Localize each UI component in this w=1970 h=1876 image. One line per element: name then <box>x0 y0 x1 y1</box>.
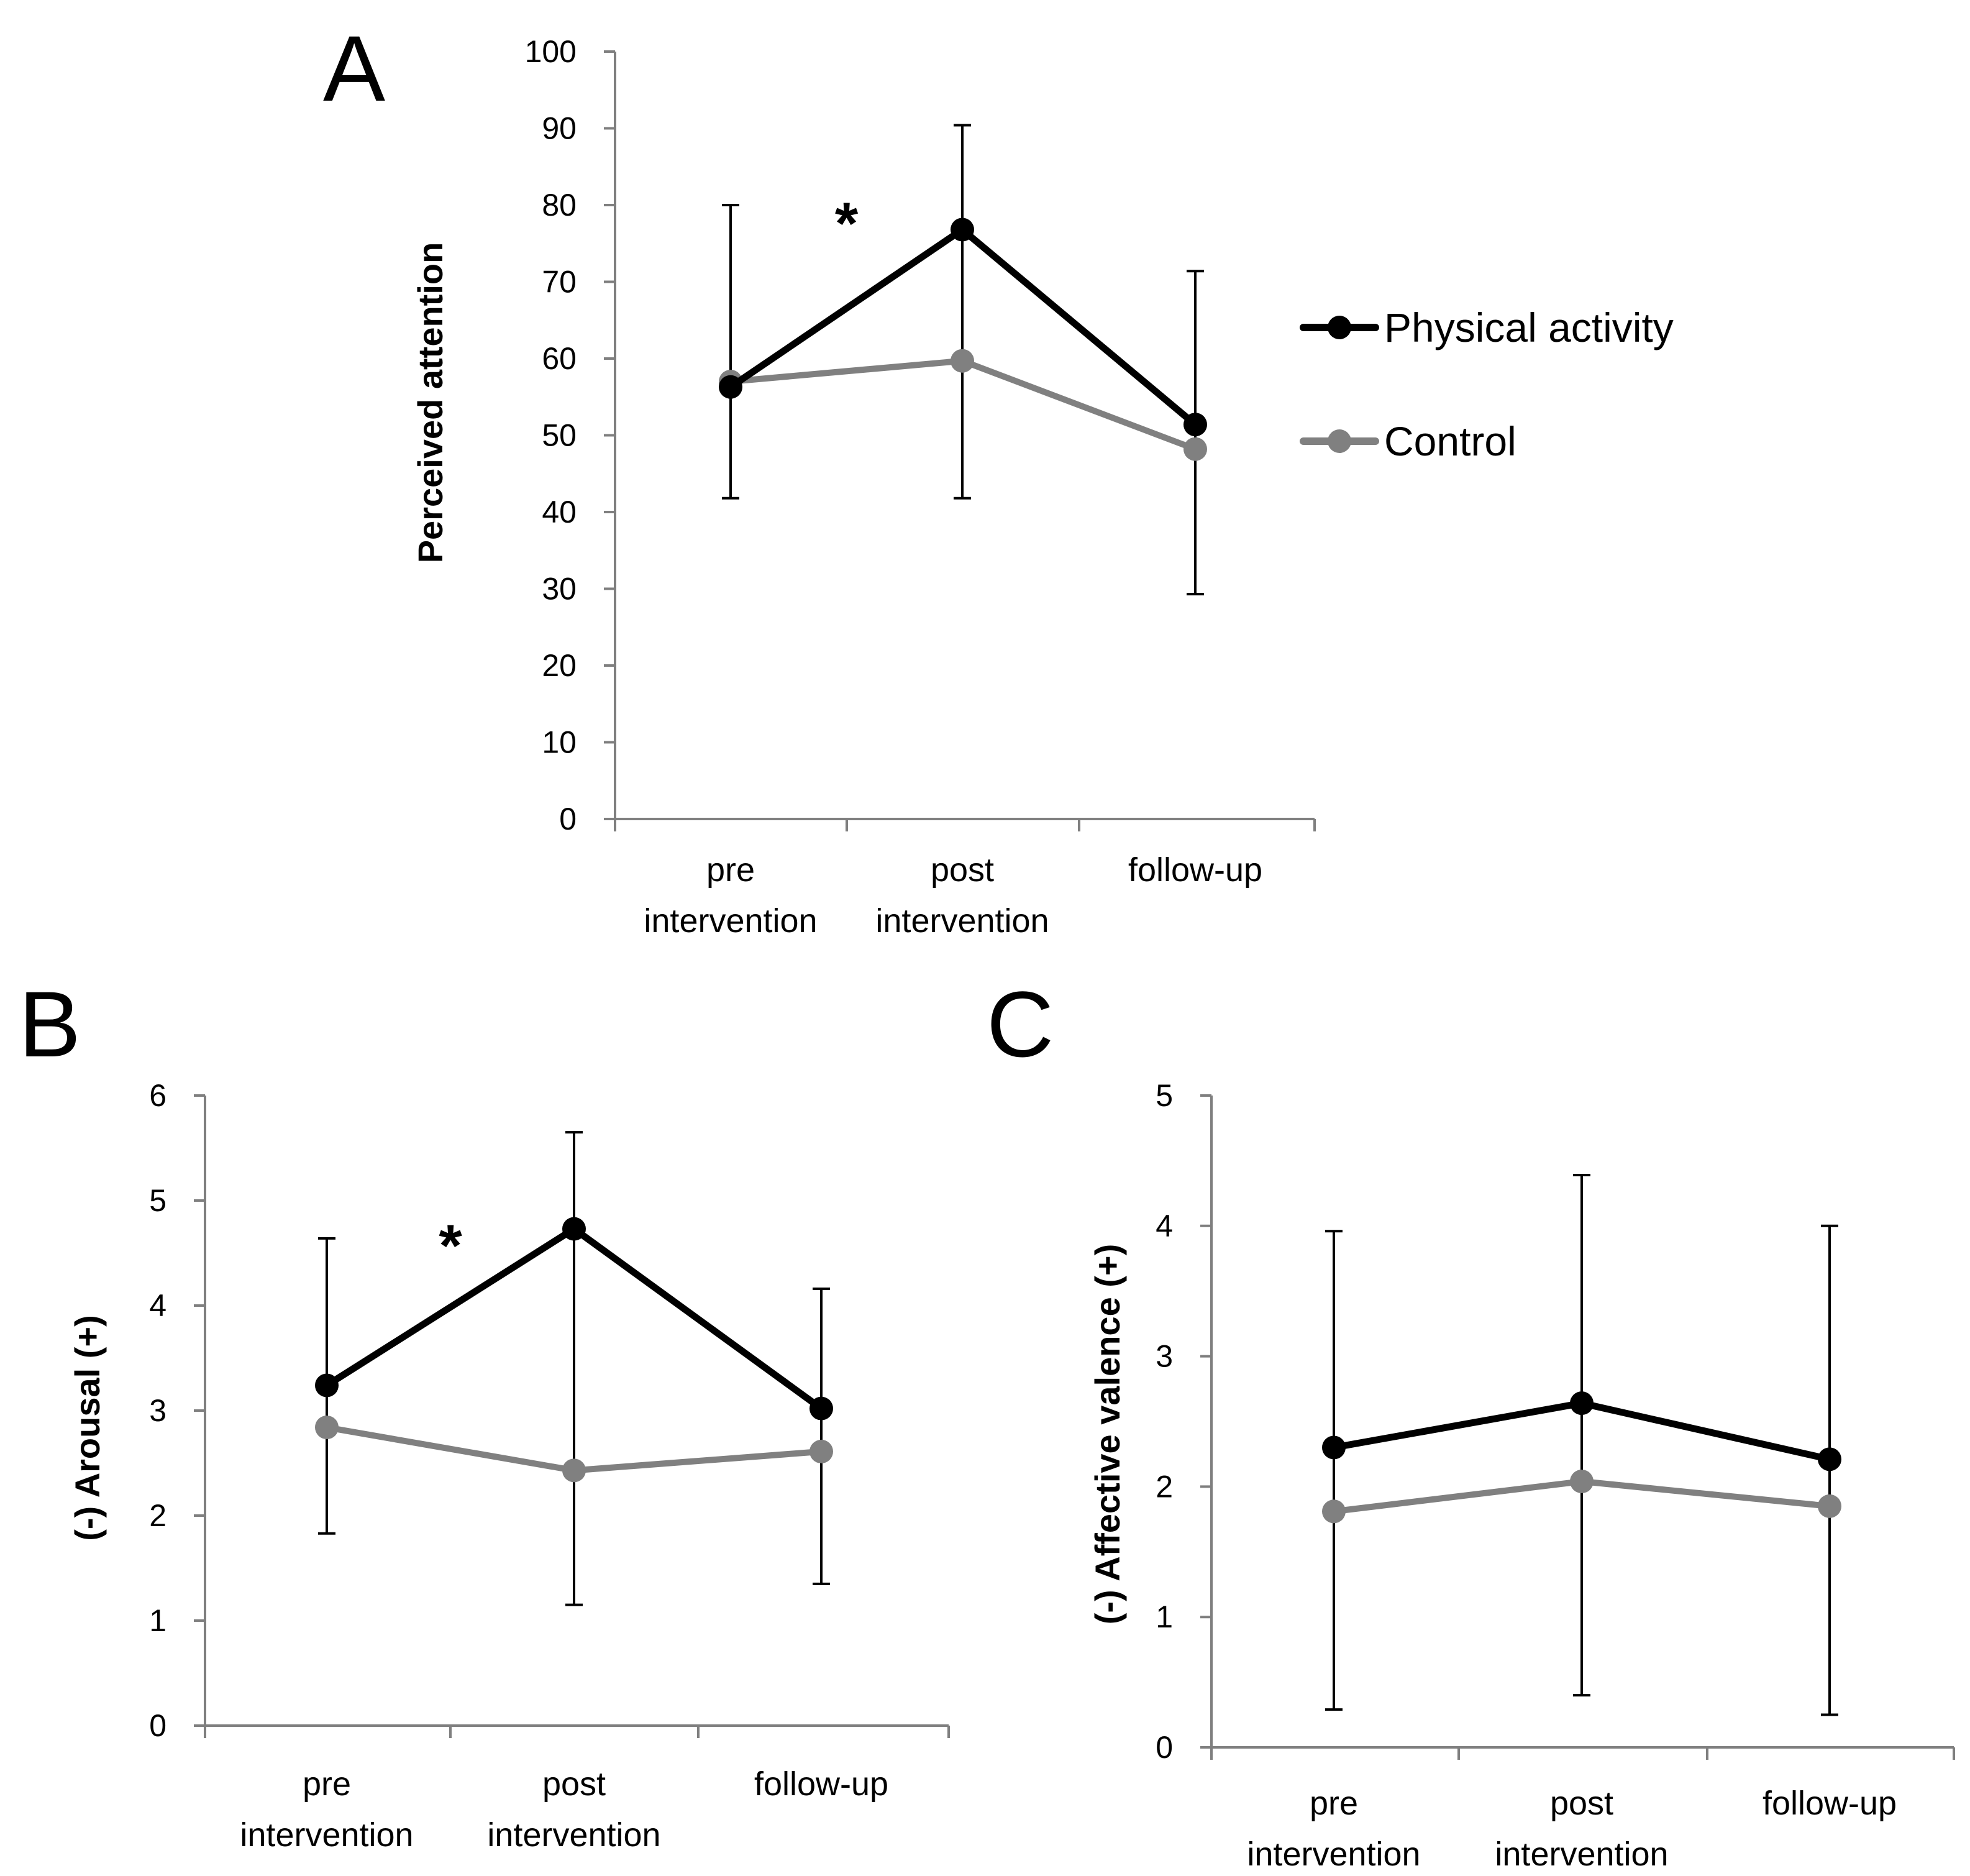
panel-a-x-category-label: post intervention <box>875 851 1049 940</box>
panel-b-x-category-label-line: pre <box>303 1765 351 1803</box>
panel-c-x-category-label-line: intervention <box>1495 1836 1668 1873</box>
panel-a-y-tick-label: 30 <box>542 572 577 606</box>
panel-a-y-tick-label: 70 <box>542 265 577 300</box>
panel-a-y-tick-label: 100 <box>525 34 577 69</box>
panel-a-x-category-label: pre intervention <box>644 851 817 940</box>
panel-b-physical-activity-point <box>809 1396 833 1421</box>
panel-a-x-category-label-line: intervention <box>644 902 817 940</box>
panel-b-y-tick-label: 5 <box>149 1183 166 1218</box>
panel-a-physical-activity-point <box>719 375 742 399</box>
panel-b-physical-activity-point <box>562 1217 586 1241</box>
panel-c-control-point <box>1570 1470 1594 1494</box>
panel-c-control-point <box>1322 1499 1346 1524</box>
panel-a-x-category-label-line: follow-up <box>1128 851 1262 889</box>
panel-a-physical-activity-point <box>951 217 974 242</box>
panel-c-letter: C <box>987 972 1054 1076</box>
panel-b-y-axis-title: (-) Arousal (+) <box>68 1315 107 1540</box>
panel-c-x-category-label: post intervention <box>1495 1785 1668 1873</box>
panel-b-x-category-label-line: post <box>542 1765 606 1803</box>
panel-b-x-category-label: pre intervention <box>240 1765 413 1854</box>
panel-a-y-tick-label: 90 <box>542 111 577 146</box>
panel-b-x-category-label: post intervention <box>487 1765 660 1854</box>
legend-label-control: Control <box>1384 418 1516 464</box>
panel-a-y-tick-label: 20 <box>542 648 577 683</box>
panel-c-y-axis-title: (-) Affective valence (+) <box>1088 1244 1127 1625</box>
legend-swatch-physical-activity-marker <box>1328 316 1351 339</box>
panel-a-x-category-label-line: pre <box>706 851 755 889</box>
panel-a-significance-star: * <box>835 191 859 257</box>
panel-a-x-category-label-line: intervention <box>875 902 1049 940</box>
panel-b: B (-) Arousal (+) 0 1 2 3 4 5 6 pre intervention… <box>19 972 950 1854</box>
panel-c-physical-activity-point <box>1570 1391 1594 1416</box>
panel-c-physical-activity-point <box>1818 1447 1841 1471</box>
panel-b-y-tick-label: 3 <box>149 1393 166 1428</box>
panel-b-x-category-label-line: intervention <box>240 1816 413 1854</box>
panel-c-y-tick-label: 5 <box>1156 1078 1173 1113</box>
panel-a-y-tick-label: 50 <box>542 418 577 453</box>
panel-c-x-category-label-line: intervention <box>1247 1836 1420 1873</box>
panel-a-control-point <box>1183 437 1207 461</box>
panel-c-x-category-label: pre intervention <box>1247 1785 1420 1873</box>
panel-b-letter: B <box>19 972 81 1076</box>
panel-b-x-category-label: follow-up <box>754 1765 888 1803</box>
panel-b-physical-activity-point <box>315 1373 339 1398</box>
panel-a-y-tick-label: 80 <box>542 188 577 222</box>
legend: Physical activity Control <box>1300 304 1674 464</box>
panel-c-y-tick-label: 4 <box>1156 1209 1173 1243</box>
panel-a-letter: A <box>323 16 385 121</box>
panel-b-y-tick-label: 6 <box>149 1078 166 1113</box>
panel-a-control-point <box>951 349 974 373</box>
panel-a-y-tick-label: 0 <box>559 802 577 836</box>
panel-a-y-axis-title: Perceived attention <box>411 242 450 564</box>
panel-c-x-category-label-line: follow-up <box>1763 1785 1897 1822</box>
panel-b-y-tick-label: 4 <box>149 1288 166 1323</box>
panel-a-y-tick-label: 40 <box>542 495 577 529</box>
panel-c: C (-) Affective valence (+) 0 1 2 3 4 5 pre int… <box>987 972 1955 1873</box>
panel-b-x-category-label-line: intervention <box>487 1816 660 1854</box>
panel-c-physical-activity-point <box>1322 1435 1346 1460</box>
legend-swatch-control-marker <box>1328 429 1351 453</box>
panel-b-y-tick-label: 0 <box>149 1708 166 1743</box>
panel-c-y-tick-label: 3 <box>1156 1339 1173 1374</box>
panel-c-control-point <box>1818 1494 1841 1518</box>
panel-b-control-point <box>315 1416 339 1440</box>
panel-c-x-category-label-line: pre <box>1310 1785 1358 1822</box>
panel-a-physical-activity-point <box>1183 413 1207 437</box>
panel-a-y-tick-label: 60 <box>542 341 577 376</box>
panel-a-x-category-label-line: post <box>931 851 994 889</box>
panel-a: A Perceived attention 0 10 20 30 40 50 60 70 80 9… <box>323 16 1316 940</box>
panel-b-y-tick-label: 2 <box>149 1498 166 1533</box>
panel-a-x-category-label: follow-up <box>1128 851 1262 889</box>
panel-b-y-tick-label: 1 <box>149 1603 166 1638</box>
panel-c-x-category-label: follow-up <box>1763 1785 1897 1822</box>
panel-c-y-tick-label: 2 <box>1156 1469 1173 1504</box>
panel-a-y-tick-label: 10 <box>542 725 577 760</box>
panel-b-control-point <box>809 1439 833 1463</box>
panel-b-x-category-label-line: follow-up <box>754 1765 888 1803</box>
panel-b-significance-star: * <box>439 1213 462 1279</box>
legend-label-physical-activity: Physical activity <box>1384 304 1674 350</box>
panel-c-x-category-label-line: post <box>1550 1785 1613 1822</box>
panel-c-y-tick-label: 0 <box>1156 1730 1173 1765</box>
panel-c-y-tick-label: 1 <box>1156 1599 1173 1634</box>
panel-b-control-point <box>562 1458 586 1483</box>
